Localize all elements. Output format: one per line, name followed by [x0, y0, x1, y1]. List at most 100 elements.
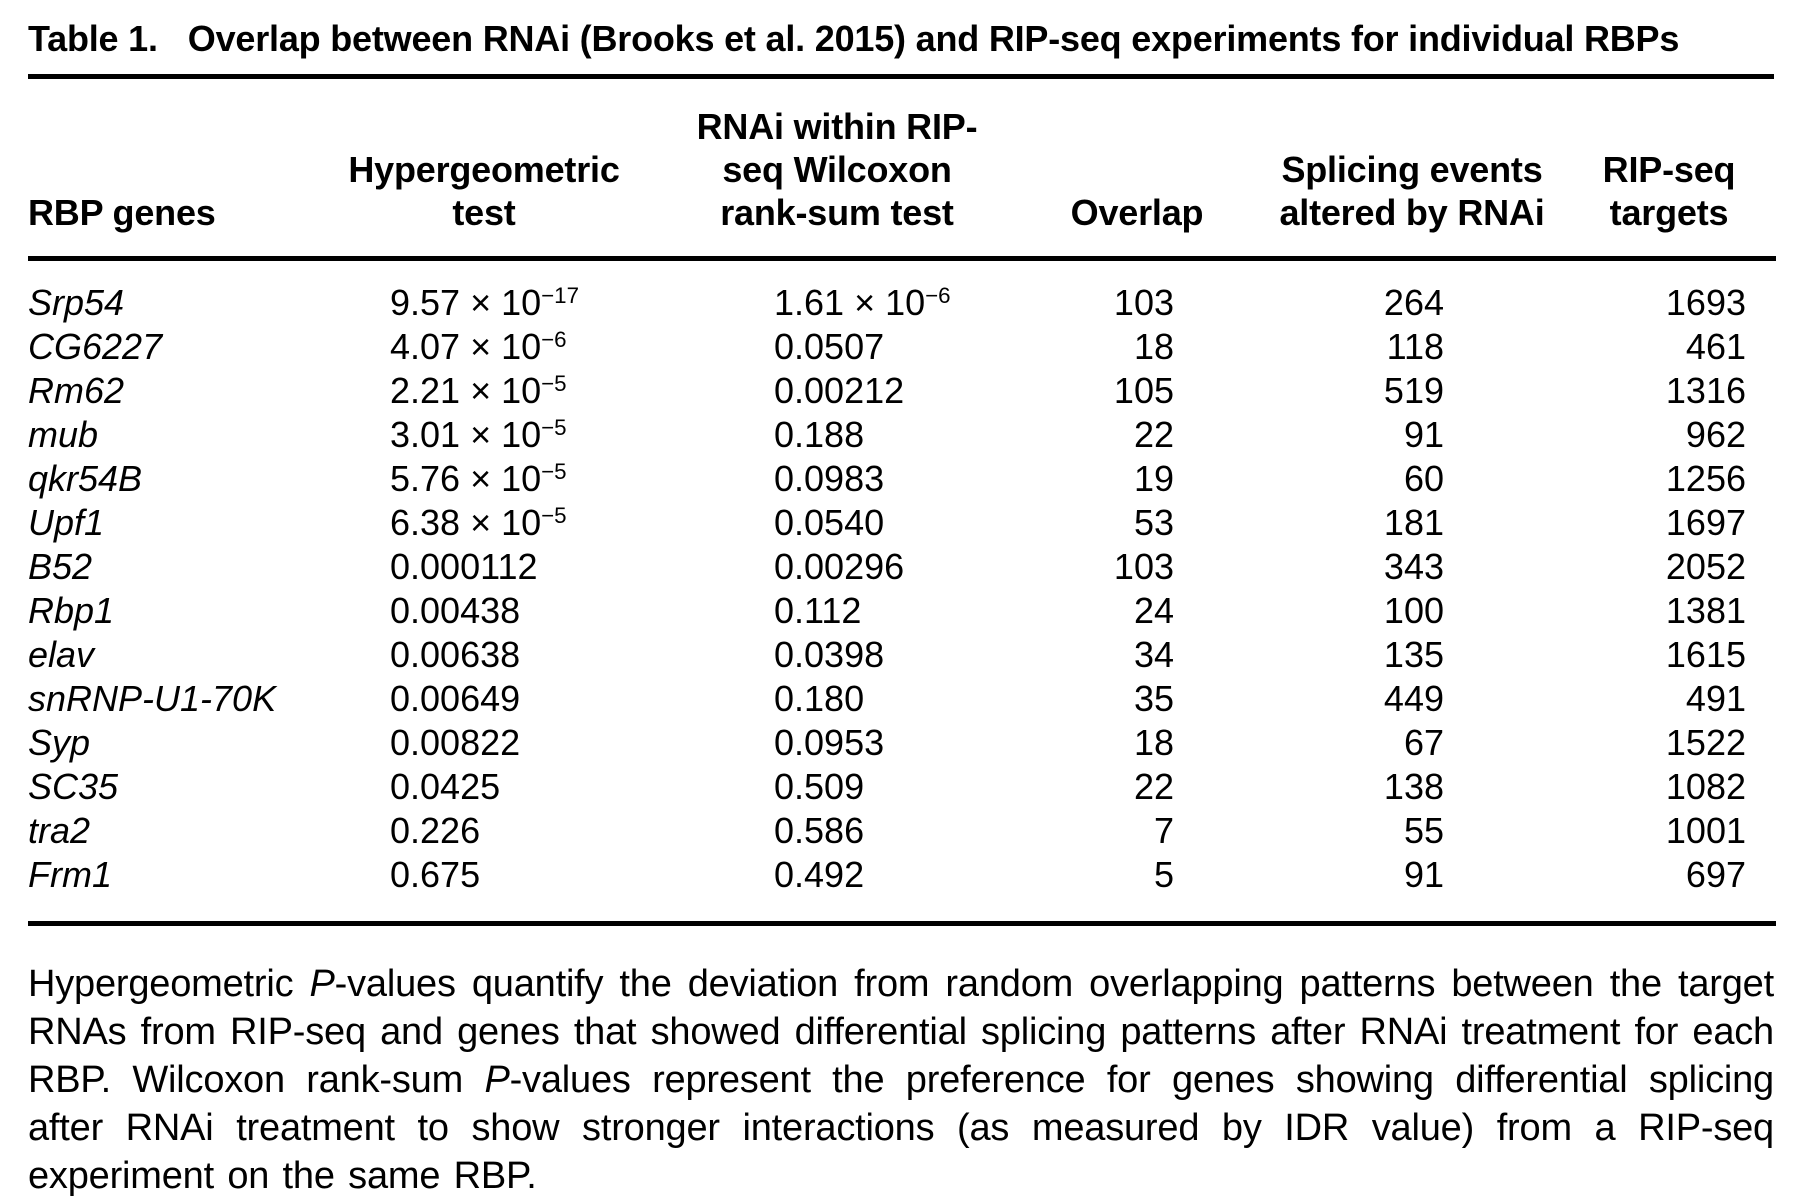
table-row: tra2 0.226 0.586 7 55 1001	[28, 809, 1776, 853]
divider-top	[28, 74, 1774, 79]
table-row: Frm1 0.675 0.492 5 91 697	[28, 853, 1776, 924]
cell-overlap: 34	[1133, 634, 1174, 675]
cell-gene: Frm1	[28, 854, 112, 895]
cell-targets: 962	[1685, 414, 1746, 455]
cell-hypergeometric: 0.00822	[390, 722, 521, 763]
table-row: mub 3.01 × 10−5 0.188 22 91 962	[28, 413, 1776, 457]
cell-overlap: 5	[1153, 854, 1174, 895]
cell-hypergeometric: 0.000112	[390, 546, 538, 587]
cell-targets: 1082	[1665, 766, 1746, 807]
cell-gene: B52	[28, 546, 93, 587]
rbp-overlap-table: RBP genes Hypergeometric test RNAi within R…	[28, 79, 1776, 926]
cell-wilcoxon: 0.112	[774, 590, 862, 631]
cell-gene: SC35	[28, 766, 119, 807]
cell-hypergeometric: 5.76 × 10−5	[390, 458, 567, 499]
cell-overlap: 22	[1133, 766, 1174, 807]
column-header-gene: RBP genes	[28, 79, 306, 261]
cell-targets: 697	[1685, 854, 1746, 895]
table-row: qkr54B 5.76 × 10−5 0.0983 19 60 1256	[28, 457, 1776, 501]
cell-splicing: 519	[1383, 370, 1444, 411]
cell-targets: 1693	[1665, 282, 1746, 323]
table-row: snRNP-U1-70K 0.00649 0.180 35 449 491	[28, 677, 1776, 721]
cell-targets: 491	[1685, 678, 1746, 719]
cell-splicing: 135	[1383, 634, 1444, 675]
cell-overlap: 53	[1133, 502, 1174, 543]
cell-splicing: 343	[1383, 546, 1444, 587]
table-header-row: RBP genes Hypergeometric test RNAi within R…	[28, 79, 1776, 261]
cell-gene: Upf1	[28, 502, 105, 543]
cell-hypergeometric: 2.21 × 10−5	[390, 370, 567, 411]
table-title-text: Overlap between RNAi (Brooks et al. 2015…	[187, 18, 1680, 59]
cell-splicing: 91	[1403, 854, 1444, 895]
column-header-hypergeometric: Hypergeometric test	[306, 79, 662, 261]
cell-targets: 1381	[1665, 590, 1746, 631]
cell-overlap: 18	[1133, 722, 1174, 763]
cell-targets: 1256	[1665, 458, 1746, 499]
cell-hypergeometric: 0.0425	[390, 766, 501, 807]
cell-overlap: 105	[1113, 370, 1174, 411]
cell-hypergeometric: 0.00438	[390, 590, 521, 631]
table-row: Rbp1 0.00438 0.112 24 100 1381	[28, 589, 1776, 633]
cell-hypergeometric: 3.01 × 10−5	[390, 414, 567, 455]
cell-gene: elav	[28, 634, 95, 675]
column-header-overlap: Overlap	[1012, 79, 1262, 261]
cell-hypergeometric: 4.07 × 10−6	[390, 326, 567, 367]
cell-wilcoxon: 0.0953	[774, 722, 885, 763]
cell-targets: 1316	[1665, 370, 1746, 411]
cell-splicing: 91	[1403, 414, 1444, 455]
cell-overlap: 7	[1153, 810, 1174, 851]
cell-wilcoxon: 1.61 × 10−6	[774, 282, 951, 323]
cell-splicing: 60	[1403, 458, 1444, 499]
cell-splicing: 100	[1383, 590, 1444, 631]
table-row: SC35 0.0425 0.509 22 138 1082	[28, 765, 1776, 809]
table-row: Srp54 9.57 × 10−17 1.61 × 10−6 103 264 1693	[28, 259, 1776, 326]
table-row: B52 0.000112 0.00296 103 343 2052	[28, 545, 1776, 589]
cell-targets: 1522	[1665, 722, 1746, 763]
column-header-wilcoxon: RNAi within RIP-seq Wilcoxon rank-sum tes…	[662, 79, 1012, 261]
cell-wilcoxon: 0.586	[774, 810, 865, 851]
table-number-label: Table 1.	[28, 18, 158, 59]
cell-overlap: 103	[1113, 282, 1174, 323]
cell-wilcoxon: 0.188	[774, 414, 865, 455]
cell-splicing: 67	[1403, 722, 1444, 763]
cell-gene: Syp	[28, 722, 91, 763]
cell-wilcoxon: 0.492	[774, 854, 865, 895]
cell-targets: 1615	[1665, 634, 1746, 675]
table-row: Syp 0.00822 0.0953 18 67 1522	[28, 721, 1776, 765]
cell-splicing: 55	[1403, 810, 1444, 851]
cell-gene: snRNP-U1-70K	[28, 678, 277, 719]
cell-hypergeometric: 9.57 × 10−17	[390, 282, 579, 323]
cell-overlap: 22	[1133, 414, 1174, 455]
table-row: Upf1 6.38 × 10−5 0.0540 53 181 1697	[28, 501, 1776, 545]
table-body: Srp54 9.57 × 10−17 1.61 × 10−6 103 264 1693 CG…	[28, 259, 1776, 924]
cell-gene: Rbp1	[28, 590, 115, 631]
cell-wilcoxon: 0.0398	[774, 634, 885, 675]
cell-hypergeometric: 0.226	[390, 810, 481, 851]
cell-overlap: 19	[1133, 458, 1174, 499]
cell-wilcoxon: 0.509	[774, 766, 865, 807]
cell-splicing: 138	[1383, 766, 1444, 807]
cell-targets: 2052	[1665, 546, 1746, 587]
cell-overlap: 103	[1113, 546, 1174, 587]
cell-overlap: 18	[1133, 326, 1174, 367]
table-row: Rm62 2.21 × 10−5 0.00212 105 519 1316	[28, 369, 1776, 413]
table-footnote: Hypergeometric P-values quantify the dev…	[28, 963, 1774, 1197]
cell-hypergeometric: 0.00638	[390, 634, 521, 675]
cell-overlap: 35	[1133, 678, 1174, 719]
cell-overlap: 24	[1133, 590, 1174, 631]
cell-splicing: 449	[1383, 678, 1444, 719]
cell-wilcoxon: 0.0507	[774, 326, 885, 367]
cell-wilcoxon: 0.00212	[774, 370, 905, 411]
cell-splicing: 181	[1383, 502, 1444, 543]
cell-targets: 1697	[1665, 502, 1746, 543]
table-title: Table 1. Overlap between RNAi (Brooks et …	[28, 10, 1774, 74]
cell-targets: 461	[1685, 326, 1746, 367]
cell-hypergeometric: 6.38 × 10−5	[390, 502, 567, 543]
table-row: elav 0.00638 0.0398 34 135 1615	[28, 633, 1776, 677]
column-header-splicing: Splicing events altered by RNAi	[1262, 79, 1562, 261]
cell-wilcoxon: 0.180	[774, 678, 865, 719]
cell-splicing: 118	[1386, 326, 1444, 367]
cell-targets: 1001	[1665, 810, 1746, 851]
table-row: CG6227 4.07 × 10−6 0.0507 18 118 461	[28, 325, 1776, 369]
